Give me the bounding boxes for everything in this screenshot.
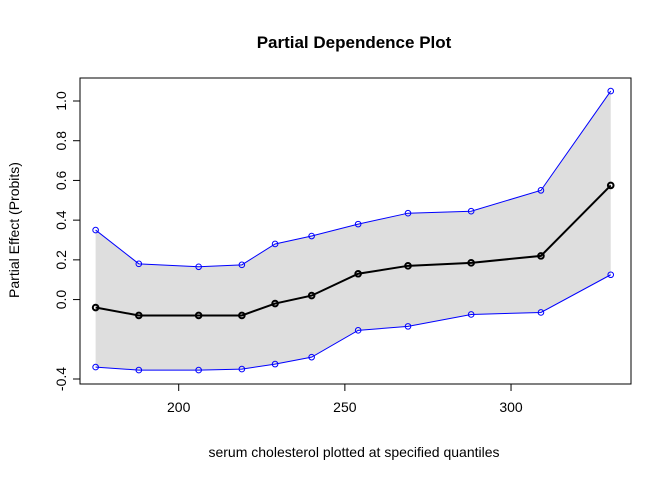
upper-band-point	[537, 187, 545, 194]
lower-band-point	[92, 363, 99, 371]
x-tick-label: 200	[167, 399, 191, 415]
estimate-line	[95, 184, 612, 317]
lower-band-point	[271, 360, 279, 368]
estimate-point	[354, 269, 362, 278]
lower-band-point	[308, 353, 315, 361]
lower-band-line	[95, 274, 611, 371]
upper-band-point	[467, 207, 475, 215]
lower-band-point	[404, 323, 412, 330]
estimate-point	[404, 262, 412, 270]
y-tick-label: 1.0	[53, 91, 69, 111]
estimate-point	[194, 311, 203, 320]
estimate-point	[271, 299, 279, 308]
estimate-point	[307, 291, 316, 300]
upper-band-line	[95, 90, 612, 268]
estimate-point	[135, 311, 143, 320]
y-tick-label: -0.4	[53, 367, 69, 391]
lower-band-point	[607, 271, 615, 279]
upper-band-point	[271, 240, 279, 248]
lower-band-point	[238, 365, 246, 373]
x-tick-label: 250	[333, 399, 357, 415]
upper-band-point	[92, 226, 99, 234]
upper-band-point	[404, 209, 412, 217]
y-tick-label: 0.4	[53, 210, 69, 230]
estimate-point	[606, 181, 615, 190]
upper-band-point	[238, 261, 246, 269]
confidence-band	[95, 91, 611, 371]
lower-band-point	[467, 311, 475, 318]
y-tick-label: 0.2	[53, 250, 69, 270]
upper-band-point	[354, 220, 362, 228]
y-tick-label: 0.8	[53, 131, 69, 151]
x-tick-label: 300	[499, 399, 523, 415]
estimate-point	[537, 252, 545, 260]
x-axis-label: serum cholesterol plotted at specified q…	[208, 444, 499, 460]
upper-band-point	[195, 263, 202, 271]
estimate-point	[91, 303, 100, 312]
y-tick-label: 0.6	[53, 170, 69, 190]
lower-band-point	[537, 309, 545, 316]
y-axis-label: Partial Effect (Probits)	[6, 162, 22, 298]
y-tick-label: 0.0	[53, 290, 69, 310]
lower-band-point	[135, 366, 143, 374]
lower-band-point	[354, 327, 362, 334]
upper-band-point	[308, 232, 315, 240]
upper-band-point	[135, 260, 143, 268]
upper-band-point	[607, 87, 615, 95]
chart-title: Partial Dependence Plot	[257, 33, 452, 52]
lower-band-point	[195, 366, 202, 374]
estimate-point	[467, 259, 475, 267]
estimate-point	[238, 311, 246, 320]
